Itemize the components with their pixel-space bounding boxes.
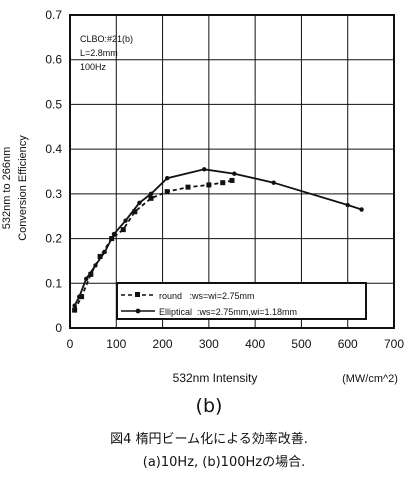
data-point-elliptical <box>148 191 154 197</box>
annotation-box: CLBO:#21(b) L=2.8mm 100Hz <box>80 34 133 72</box>
x-tick-label: 200 <box>153 337 173 351</box>
annotation-line-3: 100Hz <box>80 62 107 72</box>
legend-label-elliptical: Elliptical :ws=2.75mm,wi=1.18mm <box>159 307 297 317</box>
data-point-elliptical <box>84 276 89 282</box>
data-point-round <box>185 184 191 190</box>
data-point-elliptical <box>123 218 128 223</box>
legend: round :ws=wi=2.75mm Elliptical :ws=2.75m… <box>116 282 367 320</box>
y-tick-label: 0.2 <box>45 232 62 246</box>
data-point-elliptical <box>165 176 170 181</box>
data-point-elliptical <box>359 207 364 212</box>
data-point-elliptical <box>137 200 142 205</box>
chart: 0 100 200 300 400 500 600 700 0 0.1 0.2 0.3 0.4 0.5 0.… <box>1 8 404 385</box>
y-tick-label: 0.7 <box>45 8 62 22</box>
data-point-round <box>220 180 226 186</box>
x-tick-label: 600 <box>338 337 358 351</box>
y-tick-label: 0.5 <box>45 97 62 111</box>
data-point-elliptical <box>102 249 107 255</box>
data-point-elliptical <box>111 231 117 237</box>
data-point-round <box>79 294 85 300</box>
x-tick-label: 700 <box>384 337 404 351</box>
legend-marker-elliptical <box>135 308 141 314</box>
x-tick-label: 400 <box>245 337 265 351</box>
legend-label-round: round :ws=wi=2.75mm <box>159 291 255 301</box>
data-point-round <box>164 189 170 195</box>
x-axis-unit: (MW/cm^2) <box>342 373 398 385</box>
series-layer <box>72 167 364 313</box>
data-point-round <box>88 271 94 277</box>
annotation-line-1: CLBO:#21(b) <box>80 34 133 44</box>
annotation-line-2: L=2.8mm <box>80 48 118 58</box>
data-point-elliptical <box>93 263 98 268</box>
legend-marker-round <box>135 292 140 297</box>
tick-labels: 0 100 200 300 400 500 600 700 0 0.1 0.2 0.3 0.4 0.5 0.… <box>45 8 404 351</box>
data-point-elliptical <box>72 303 77 308</box>
data-point-round <box>97 253 103 259</box>
legend-box <box>116 282 367 320</box>
x-tick-label: 0 <box>67 337 74 351</box>
y-tick-label: 0.1 <box>45 276 62 290</box>
data-point-round <box>120 227 126 233</box>
data-point-round <box>229 177 235 183</box>
data-point-elliptical <box>77 294 82 299</box>
data-point-round <box>72 307 78 313</box>
y-tick-label: 0.6 <box>45 53 62 67</box>
x-axis-label: 532nm Intensity <box>173 371 258 385</box>
data-point-elliptical <box>202 167 207 172</box>
x-tick-label: 500 <box>291 337 311 351</box>
subfigure-label: (b) <box>195 395 223 417</box>
figure-caption-line-1: 図4 楕円ビーム化による効率改善. <box>110 432 308 447</box>
y-axis-label-line-1: 532nm to 266nm <box>1 147 13 230</box>
x-tick-label: 100 <box>106 337 126 351</box>
x-tick-label: 300 <box>199 337 219 351</box>
data-point-round <box>206 182 212 188</box>
data-point-elliptical <box>345 202 350 208</box>
data-point-round <box>148 195 154 201</box>
grid <box>70 15 394 328</box>
data-point-round <box>132 209 138 215</box>
y-tick-label: 0 <box>55 321 62 335</box>
figure-caption-line-2: (a)10Hz, (b)100Hzの場合. <box>142 455 306 470</box>
y-axis-label: 532nm to 266nm Conversion Efficiency <box>1 135 29 241</box>
y-axis-label-line-2: Conversion Efficiency <box>17 135 29 241</box>
plot-frame <box>69 14 395 329</box>
data-point-elliptical <box>271 180 276 185</box>
data-point-elliptical <box>232 171 237 176</box>
y-tick-label: 0.3 <box>45 187 62 201</box>
y-tick-label: 0.4 <box>45 142 62 156</box>
